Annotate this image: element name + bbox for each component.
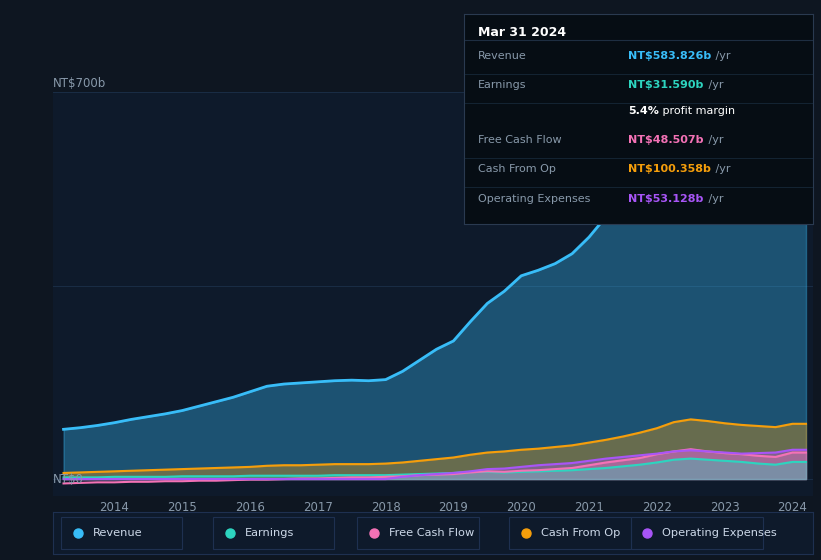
Text: Cash From Op: Cash From Op — [478, 165, 556, 174]
Text: Cash From Op: Cash From Op — [541, 529, 621, 538]
Text: Operating Expenses: Operating Expenses — [478, 194, 590, 204]
Text: /yr: /yr — [704, 135, 723, 145]
Text: NT$700b: NT$700b — [53, 77, 107, 90]
Text: NT$31.590b: NT$31.590b — [628, 81, 704, 90]
Text: Free Cash Flow: Free Cash Flow — [478, 135, 562, 145]
Text: /yr: /yr — [713, 165, 731, 174]
Text: NT$0: NT$0 — [53, 473, 85, 486]
Text: NT$53.128b: NT$53.128b — [628, 194, 704, 204]
Text: profit margin: profit margin — [658, 106, 735, 115]
Text: Earnings: Earnings — [245, 529, 294, 538]
Text: NT$583.826b: NT$583.826b — [628, 51, 711, 61]
Text: Operating Expenses: Operating Expenses — [663, 529, 777, 538]
Text: /yr: /yr — [704, 194, 723, 204]
Text: Mar 31 2024: Mar 31 2024 — [478, 26, 566, 39]
Text: /yr: /yr — [704, 81, 723, 90]
Text: Earnings: Earnings — [478, 81, 526, 90]
Text: Revenue: Revenue — [93, 529, 143, 538]
Text: NT$100.358b: NT$100.358b — [628, 165, 711, 174]
Text: Free Cash Flow: Free Cash Flow — [389, 529, 475, 538]
Text: /yr: /yr — [713, 51, 731, 61]
Text: NT$48.507b: NT$48.507b — [628, 135, 704, 145]
Text: Revenue: Revenue — [478, 51, 526, 61]
Text: 5.4%: 5.4% — [628, 106, 658, 115]
